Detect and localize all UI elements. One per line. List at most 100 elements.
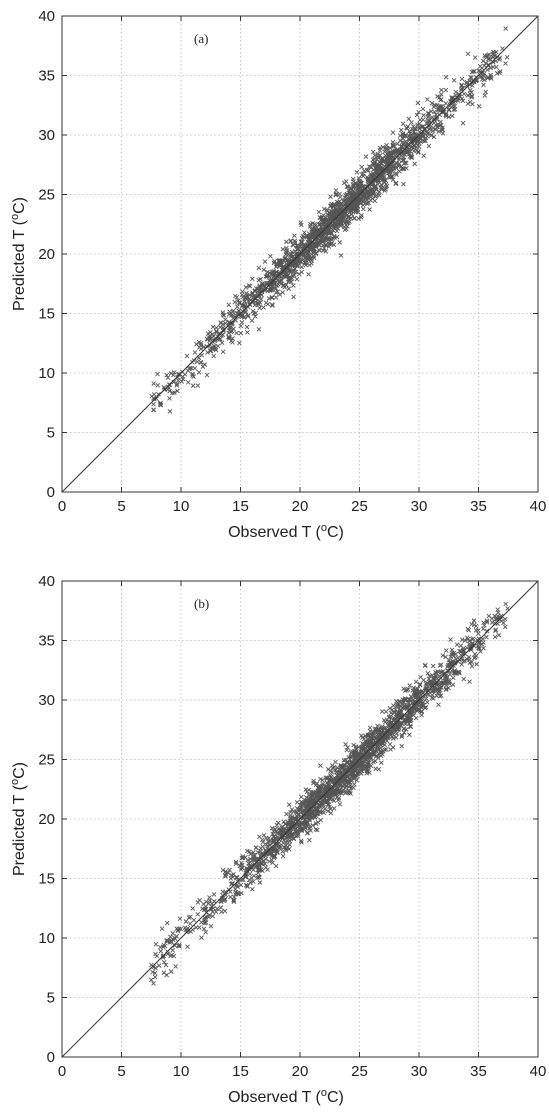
- scatter-point: [390, 163, 396, 169]
- scatter-point: [240, 312, 246, 318]
- scatter-point: [478, 649, 483, 654]
- scatter-point: [423, 130, 429, 135]
- scatter-point: [299, 794, 304, 800]
- scatter-point: [194, 359, 200, 364]
- scatter-point: [303, 260, 309, 266]
- scatter-point: [393, 165, 399, 171]
- scatter-point: [167, 388, 172, 394]
- scatter-point: [351, 216, 357, 221]
- scatter-point: [407, 683, 413, 688]
- scatter-point: [204, 372, 210, 378]
- scatter-point: [287, 838, 293, 844]
- scatter-point: [379, 183, 385, 188]
- scatter-point: [255, 850, 261, 855]
- scatter-point: [389, 174, 395, 179]
- scatter-point: [398, 127, 404, 133]
- scatter-point: [332, 235, 337, 240]
- scatter-point: [459, 82, 465, 88]
- scatter-point: [469, 94, 474, 100]
- scatter-point: [246, 283, 252, 288]
- scatter-point: [374, 157, 380, 162]
- scatter-point: [333, 208, 339, 214]
- scatter-point: [325, 227, 331, 233]
- chart-panel-a: 0 5 10 15 20 25 30 35 40 0 5 10 15 20 25 30 35 40 (a) Ob…: [9, 8, 546, 541]
- scatter-point: [408, 131, 413, 136]
- scatter-point: [420, 106, 426, 112]
- scatter-point: [439, 87, 444, 93]
- scatter-point: [175, 378, 181, 383]
- scatter-point: [323, 775, 329, 781]
- scatter-point: [211, 333, 217, 339]
- scatter-point: [331, 764, 337, 770]
- scatter-point: [309, 258, 314, 263]
- scatter-point: [167, 396, 172, 401]
- scatter-point: [286, 261, 292, 267]
- scatter-point: [317, 222, 323, 227]
- scatter-point: [195, 912, 201, 917]
- scatter-point: [219, 340, 225, 346]
- scatter-point: [358, 192, 363, 198]
- scatter-point: [389, 169, 395, 174]
- scatter-point: [437, 663, 443, 668]
- scatter-point: [326, 215, 332, 220]
- scatter-point: [263, 300, 269, 306]
- scatter-point: [164, 972, 169, 978]
- scatter-point: [340, 213, 345, 219]
- scatter-point: [214, 906, 220, 912]
- scatter-points: [149, 26, 510, 414]
- scatter-point: [481, 640, 486, 645]
- scatter-point: [446, 114, 452, 120]
- scatter-point: [287, 274, 293, 280]
- scatter-point: [495, 607, 501, 612]
- scatter-point: [155, 383, 161, 388]
- grid: [62, 581, 538, 1057]
- scatter-point: [175, 372, 181, 377]
- scatter-point: [333, 213, 339, 219]
- x-tick-label: 15: [232, 498, 249, 515]
- scatter-point: [253, 845, 259, 850]
- scatter-point: [484, 628, 490, 634]
- scatter-point: [148, 977, 154, 983]
- scatter-point: [288, 238, 294, 244]
- scatter-point: [275, 850, 280, 856]
- scatter-point: [196, 370, 202, 375]
- scatter-point: [351, 185, 356, 191]
- scatter-point: [361, 206, 366, 212]
- scatter-point: [481, 73, 487, 79]
- scatter-point: [338, 202, 344, 207]
- y-tick-label: 20: [38, 246, 55, 263]
- scatter-point: [493, 49, 499, 55]
- scatter-point: [288, 809, 293, 815]
- scatter-point: [299, 239, 305, 245]
- scatter-point: [357, 179, 363, 184]
- scatter-point: [299, 840, 304, 845]
- scatter-point: [352, 192, 358, 198]
- scatter-point: [269, 302, 275, 307]
- scatter-point: [414, 139, 420, 145]
- scatter-point: [461, 91, 467, 97]
- scatter-point: [423, 662, 428, 668]
- scatter-point: [203, 899, 209, 905]
- scatter-point: [325, 222, 330, 228]
- scatter-point: [164, 372, 170, 378]
- scatter-point: [257, 834, 262, 840]
- scatter-point: [168, 969, 174, 974]
- scatter-point: [429, 100, 435, 106]
- scatter-point: [269, 287, 275, 293]
- scatter-point: [168, 939, 174, 945]
- scatter-point: [485, 74, 491, 80]
- scatter-point: [443, 648, 449, 653]
- scatter-point: [271, 278, 277, 284]
- scatter-point: [401, 730, 407, 735]
- scatter-point: [344, 220, 350, 226]
- scatter-point: [337, 206, 343, 212]
- scatter-point: [190, 371, 195, 377]
- scatter-point: [337, 801, 343, 807]
- scatter-point: [240, 855, 246, 861]
- scatter-point: [387, 741, 393, 747]
- scatter-point: [319, 215, 325, 221]
- scatter-point: [258, 296, 264, 302]
- scatter-point: [348, 791, 353, 796]
- scatter-point: [244, 324, 250, 330]
